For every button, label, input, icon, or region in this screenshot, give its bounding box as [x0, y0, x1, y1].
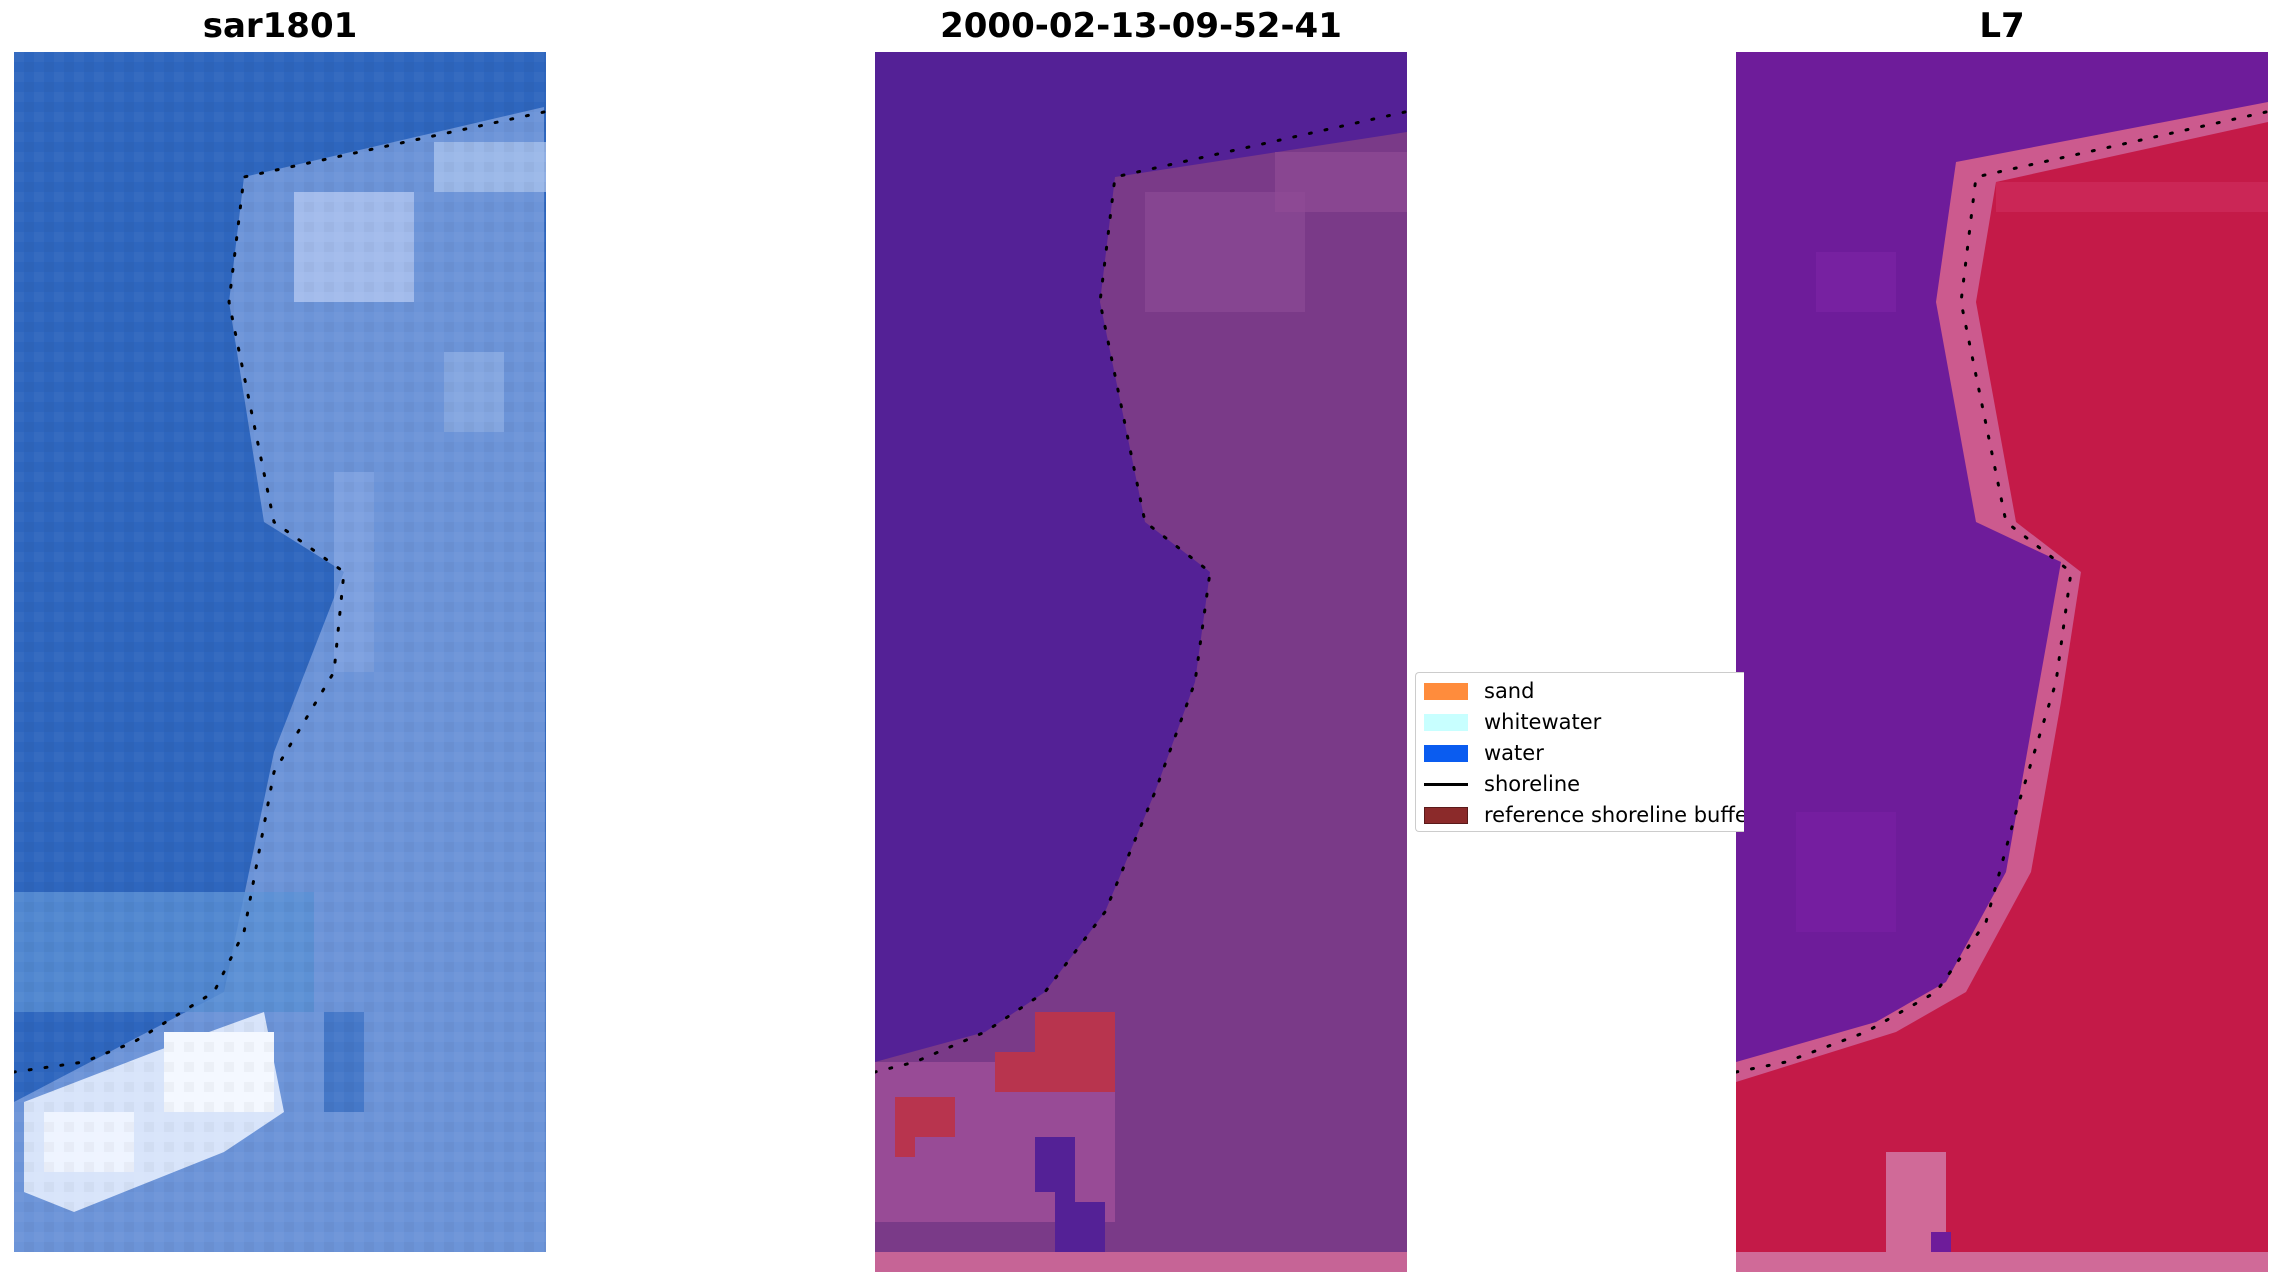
class-water-patch [1035, 1137, 1105, 1252]
rgb-image-panel [14, 52, 546, 1252]
legend-item-shoreline: shoreline [1424, 770, 1580, 798]
legend-label-shoreline: shoreline [1484, 772, 1581, 796]
shoreline-line-swatch [1424, 782, 1468, 786]
legend-label-whitewater: whitewater [1484, 710, 1602, 734]
legend-item-sand: sand [1424, 677, 1534, 705]
sand-swatch [1424, 682, 1468, 700]
shoreline-dots-classified [875, 110, 1407, 1074]
panel-title-classified: 2000-02-13-09-52-41 [940, 6, 1342, 46]
panel-title-index: L7 [1979, 6, 2025, 46]
panel-title-rgb: sar1801 [202, 6, 358, 46]
water-swatch [1424, 744, 1468, 762]
classified-image-panel [875, 52, 1407, 1272]
class-bottom-strip [875, 1252, 1407, 1272]
rgb-image [14, 52, 546, 1252]
index-image [1736, 52, 2268, 1272]
class-buffer-area [915, 1012, 1115, 1092]
reference-buffer-swatch [1424, 806, 1468, 824]
legend-label-reference-buffer: reference shoreline buffer [1484, 803, 1744, 827]
classified-image [875, 52, 1407, 1272]
class-land-area [875, 132, 1407, 1252]
legend-item-whitewater: whitewater [1424, 708, 1601, 736]
index-image-panel [1736, 52, 2268, 1272]
index-land-area [1736, 122, 2268, 1252]
legend: sand whitewater water shoreline referenc… [1415, 672, 1744, 832]
legend-item-reference-buffer: reference shoreline buffer [1424, 801, 1744, 829]
shoreline-dots-index [1736, 110, 2268, 1074]
legend-label-water: water [1484, 741, 1544, 765]
legend-item-water: water [1424, 739, 1544, 767]
legend-label-sand: sand [1484, 679, 1535, 703]
whitewater-swatch [1424, 713, 1468, 731]
index-bottom-strip [1736, 1252, 2268, 1272]
